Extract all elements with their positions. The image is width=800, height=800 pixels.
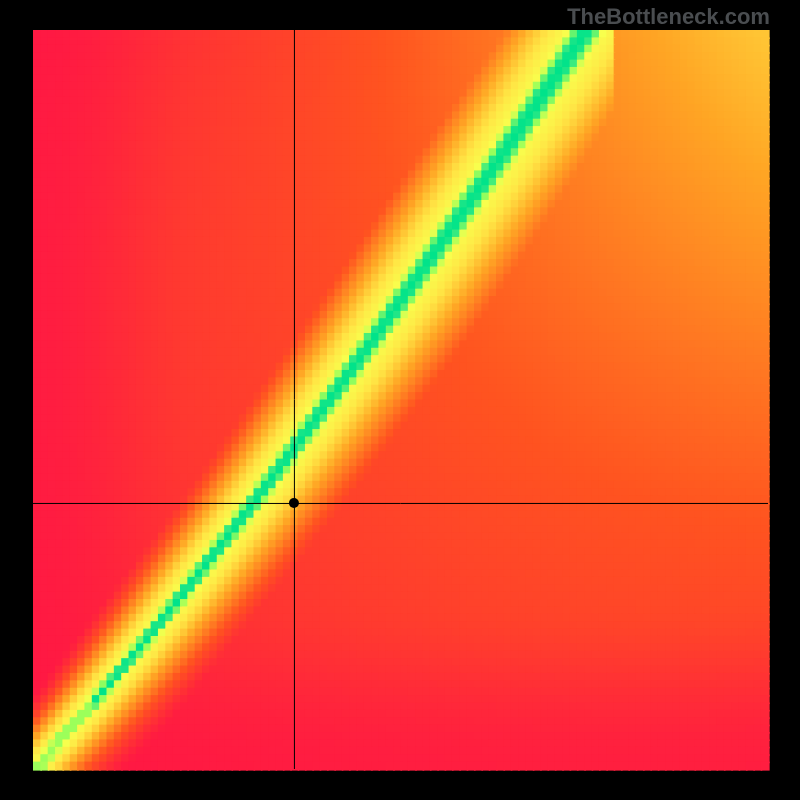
watermark-text: TheBottleneck.com bbox=[567, 4, 770, 30]
heatmap-canvas bbox=[0, 0, 800, 800]
chart-container: TheBottleneck.com bbox=[0, 0, 800, 800]
